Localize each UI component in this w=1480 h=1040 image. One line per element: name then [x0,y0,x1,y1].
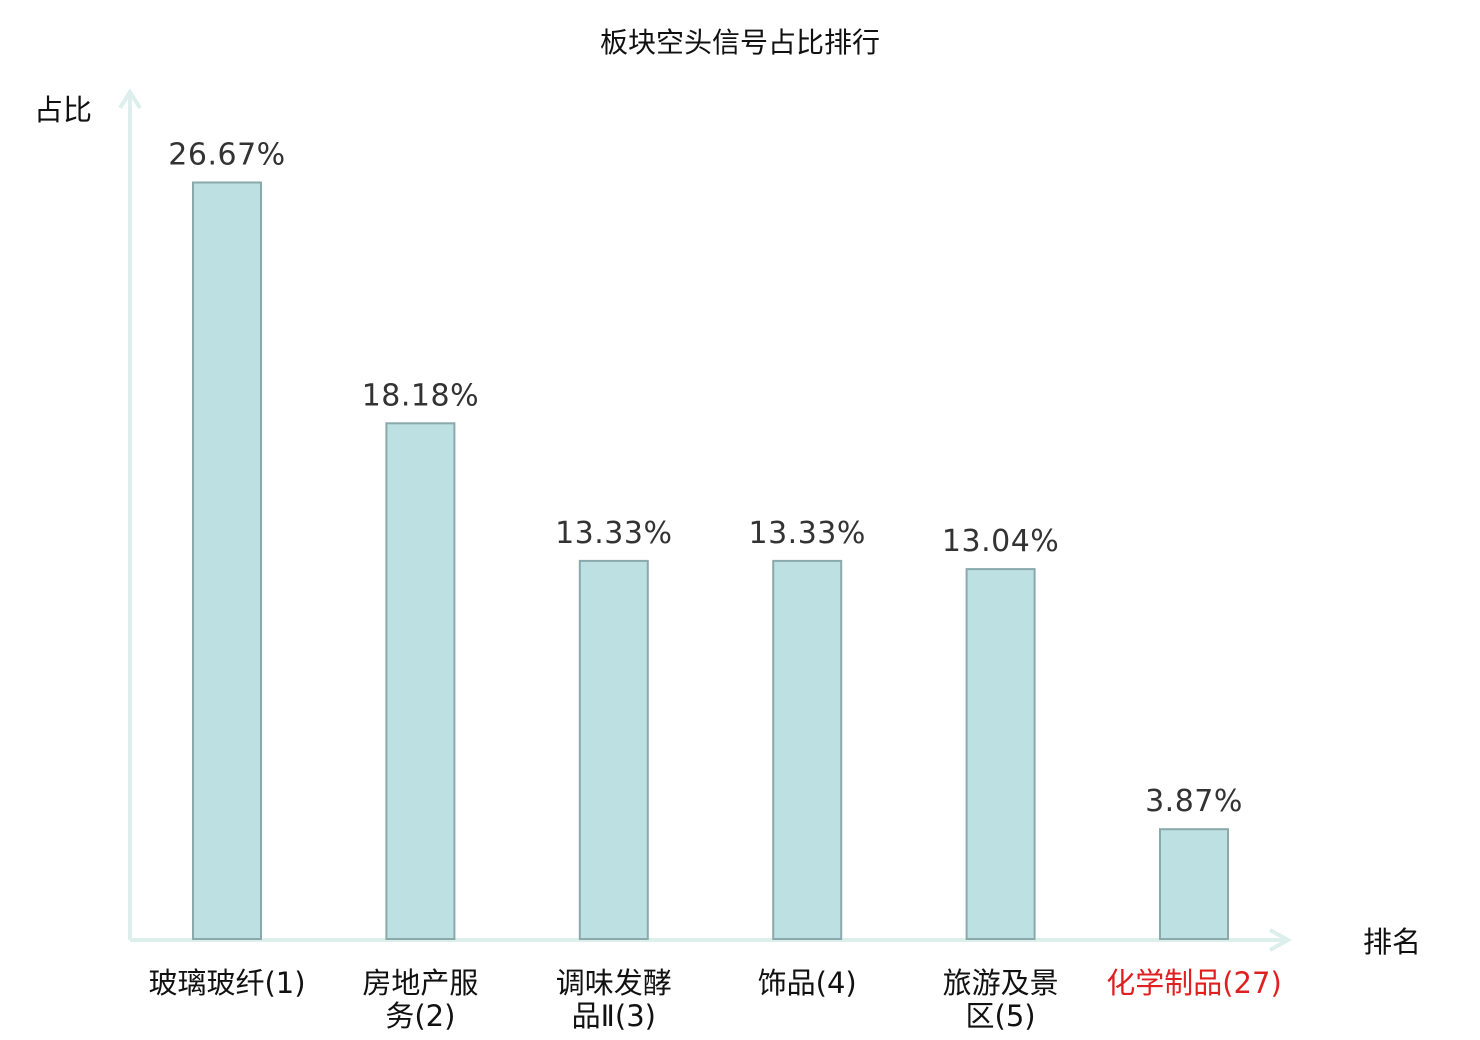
x-tick-label: 调味发酵品Ⅱ(3) [556,966,672,1033]
x-tick-label: 玻璃玻纤(1) [148,966,305,1000]
x-tick-label: 房地产服务(2) [362,966,478,1033]
bar [385,422,456,940]
x-tick-label: 饰品(4) [758,966,857,1000]
bar [772,559,843,941]
value-labels: 26.67% 18.18% 13.33% 13.33% 13.04% 3.87% [168,138,1243,820]
bar-value-label: 13.33% [555,516,672,551]
axes [118,88,1293,952]
bar [965,568,1036,940]
x-axis-arrow [1269,928,1293,952]
x-tick-label: 化学制品(27) [1106,966,1282,1000]
bar-series [192,181,1229,941]
category-labels: 玻璃玻纤(1) 房地产服务(2) 调味发酵品Ⅱ(3) 饰品(4) 旅游及景区(5) 化学制… [148,966,1281,1033]
y-axis-label: 占比 [34,93,92,127]
bar-value-label: 3.87% [1145,784,1243,819]
y-axis-arrow [118,88,142,110]
bar-value-label: 13.33% [749,516,866,551]
x-tick-label: 旅游及景区(5) [943,966,1059,1033]
chart-title: 板块空头信号占比排行 [600,26,880,59]
bar-value-label: 26.67% [168,138,285,173]
bar [578,559,649,941]
bar-value-label: 13.04% [942,524,1059,559]
x-axis-label: 排名 [1363,925,1421,959]
bar-value-label: 18.18% [362,378,479,413]
bar [192,181,262,940]
bar [1159,828,1229,941]
